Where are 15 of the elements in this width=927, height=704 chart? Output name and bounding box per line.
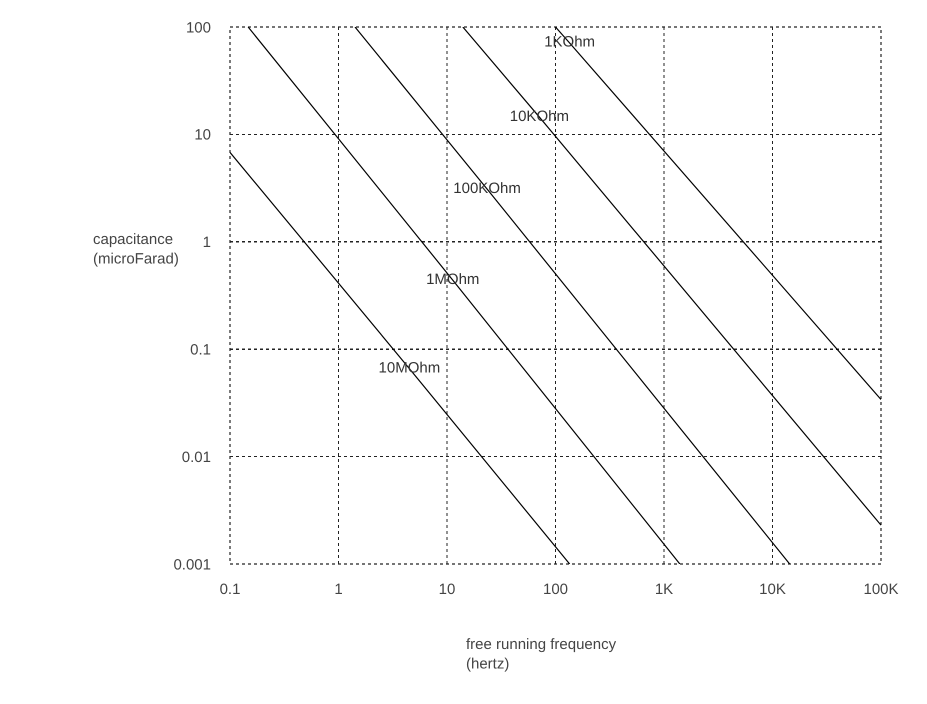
x-tick-label: 100 bbox=[542, 581, 568, 598]
y-tick-label: 0.001 bbox=[173, 556, 211, 574]
x-tick-label: 100K bbox=[863, 581, 899, 598]
y-tick-label: 10 bbox=[194, 126, 211, 144]
y-tick-label: 100 bbox=[186, 19, 211, 36]
x-axis-title: free running frequency (hertz) bbox=[466, 636, 617, 672]
x-tick-label: 10K bbox=[759, 581, 786, 598]
y-tick-label: 1 bbox=[202, 234, 211, 252]
x-tick-label: 1K bbox=[654, 581, 674, 598]
x-tick-label: 0.1 bbox=[220, 581, 240, 598]
x-tick-label: 1 bbox=[334, 581, 343, 598]
y-axis-title: capacitance (microFarad) bbox=[93, 231, 179, 268]
y-tick-label: 0.1 bbox=[190, 341, 211, 358]
y-tick-label: 0.01 bbox=[182, 448, 211, 466]
x-tick-label: 10 bbox=[438, 581, 456, 598]
